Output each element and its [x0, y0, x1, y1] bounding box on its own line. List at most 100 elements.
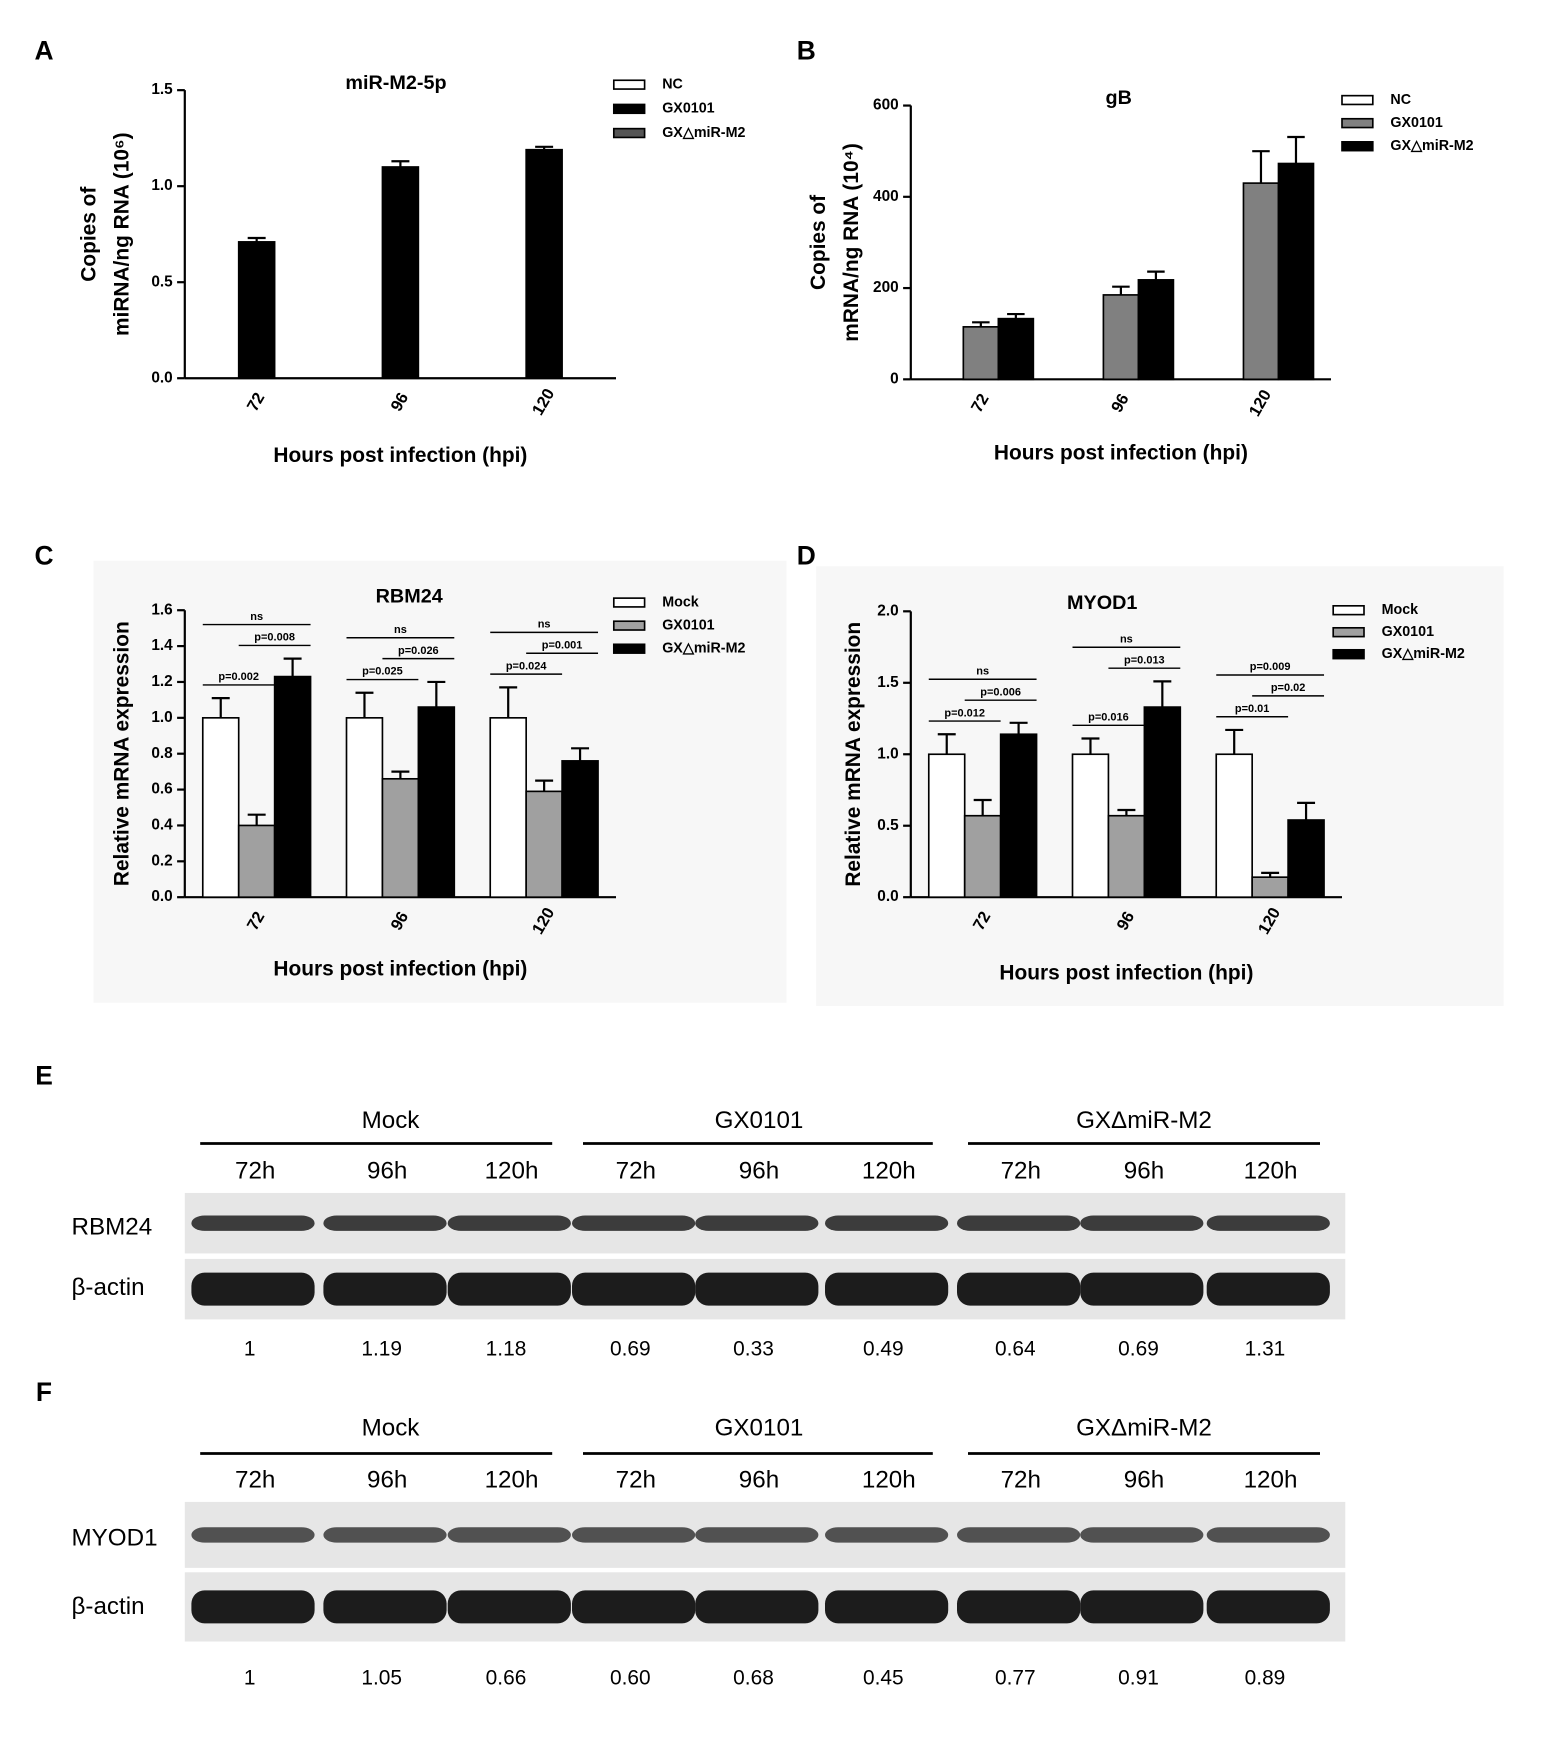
- significance-label: ns: [394, 624, 407, 636]
- blot-band: [323, 1272, 447, 1306]
- x-tick-label: 96: [387, 390, 412, 415]
- quantification-value: 0.49: [863, 1338, 904, 1361]
- lane-label: 120h: [1244, 1466, 1298, 1493]
- panel-letter: D: [797, 540, 816, 570]
- error-bar: [355, 691, 374, 718]
- y-tick-label: 0.4: [151, 817, 173, 834]
- significance-label: ns: [250, 611, 263, 623]
- blot-band: [447, 1527, 571, 1543]
- lane-label: 96h: [739, 1466, 779, 1493]
- significance-label: p=0.001: [542, 639, 583, 651]
- bar: [489, 717, 527, 899]
- lane-label: 120h: [485, 1466, 539, 1493]
- blot-band: [191, 1527, 315, 1543]
- x-tick-label: 96: [1108, 391, 1133, 416]
- legend-swatch: [1341, 117, 1374, 129]
- lane-label: 72h: [616, 1466, 656, 1493]
- lane-label: 96h: [739, 1157, 779, 1184]
- legend-label: Mock: [1382, 602, 1419, 618]
- lane-label: 120h: [862, 1157, 916, 1184]
- error-bar: [1261, 871, 1280, 878]
- bar: [525, 148, 563, 380]
- significance-label: p=0.009: [1250, 661, 1291, 673]
- quantification-value: 0.69: [1118, 1338, 1159, 1361]
- x-tick-label: 120: [529, 386, 558, 419]
- row-label: MYOD1: [72, 1525, 158, 1552]
- chart-title: RBM24: [376, 585, 443, 607]
- bar: [1137, 279, 1175, 381]
- x-axis-label: Hours post infection (hpi): [273, 444, 527, 467]
- error-bar: [1009, 721, 1028, 735]
- error-bar: [247, 813, 266, 826]
- error-bar: [283, 657, 302, 677]
- y-axis-label: mRNA/ng RNA (10⁴): [840, 143, 863, 342]
- lane-label: 72h: [1001, 1466, 1041, 1493]
- error-bar: [937, 733, 956, 755]
- legend-label: Mock: [662, 594, 699, 610]
- blot-band: [825, 1215, 949, 1231]
- quantification-value: 1.19: [361, 1338, 402, 1361]
- y-axis-label: Copies of: [78, 187, 101, 282]
- y-tick-label: 0.6: [151, 781, 172, 798]
- lane-label: 96h: [1124, 1466, 1164, 1493]
- significance-label: p=0.025: [362, 666, 403, 678]
- error-bar: [499, 686, 518, 718]
- legend-label: GX△miR-M2: [662, 640, 745, 656]
- legend-label: GX△miR-M2: [1390, 138, 1473, 154]
- blot-band: [572, 1215, 696, 1231]
- significance-label: p=0.024: [506, 660, 548, 672]
- y-axis-label: Relative mRNA expression: [842, 622, 865, 887]
- bar: [1102, 294, 1140, 381]
- bar: [1107, 814, 1146, 899]
- error-bar: [1297, 801, 1316, 821]
- group-label: Mock: [362, 1107, 421, 1134]
- legend-label: GX0101: [662, 101, 714, 117]
- bar: [999, 733, 1038, 899]
- legend-swatch: [1332, 604, 1365, 616]
- chart-title: MYOD1: [1067, 592, 1137, 614]
- error-bar: [1007, 312, 1025, 319]
- bar: [201, 717, 240, 899]
- bar: [1251, 876, 1289, 899]
- quantification-value: 0.60: [610, 1666, 651, 1689]
- y-tick-label: 400: [873, 188, 899, 205]
- legend-swatch: [1332, 648, 1365, 660]
- bar: [381, 166, 420, 380]
- blot-band: [1206, 1215, 1330, 1231]
- x-axis-label: Hours post infection (hpi): [273, 957, 527, 980]
- blot-band: [1080, 1272, 1204, 1306]
- legend-swatch: [612, 597, 646, 608]
- lane-label: 120h: [485, 1157, 539, 1184]
- y-tick-label: 1.5: [877, 674, 899, 691]
- significance-label: p=0.01: [1235, 703, 1270, 715]
- y-tick-label: 0.0: [877, 888, 898, 905]
- significance-label: p=0.012: [944, 707, 985, 719]
- significance-label: p=0.006: [980, 686, 1021, 698]
- error-bar: [1081, 737, 1100, 755]
- y-tick-label: 0.5: [877, 817, 899, 834]
- significance-label: p=0.016: [1088, 712, 1129, 724]
- x-axis-label: Hours post infection (hpi): [999, 962, 1253, 985]
- legend-swatch: [612, 127, 646, 139]
- significance-label: p=0.013: [1124, 654, 1165, 666]
- quantification-value: 1.18: [486, 1338, 527, 1361]
- quantification-value: 0.68: [733, 1666, 774, 1689]
- bar: [237, 241, 276, 380]
- group-label: GXΔmiR-M2: [1076, 1107, 1212, 1134]
- error-bar: [535, 779, 554, 792]
- lane-label: 120h: [1244, 1157, 1298, 1184]
- row-label: RBM24: [72, 1214, 153, 1241]
- bar: [381, 777, 420, 899]
- y-tick-label: 0.0: [151, 888, 172, 905]
- error-bar: [1153, 680, 1172, 708]
- legend-swatch: [612, 620, 646, 631]
- quantification-value: 1.05: [361, 1666, 402, 1689]
- quantification-value: 1: [244, 1666, 256, 1689]
- blot-band: [323, 1215, 447, 1231]
- blot-band: [572, 1272, 696, 1306]
- legend-swatch: [1341, 141, 1374, 152]
- group-label: Mock: [362, 1415, 421, 1442]
- chart-title: gB: [1106, 87, 1132, 109]
- x-axis-label: Hours post infection (hpi): [994, 442, 1248, 465]
